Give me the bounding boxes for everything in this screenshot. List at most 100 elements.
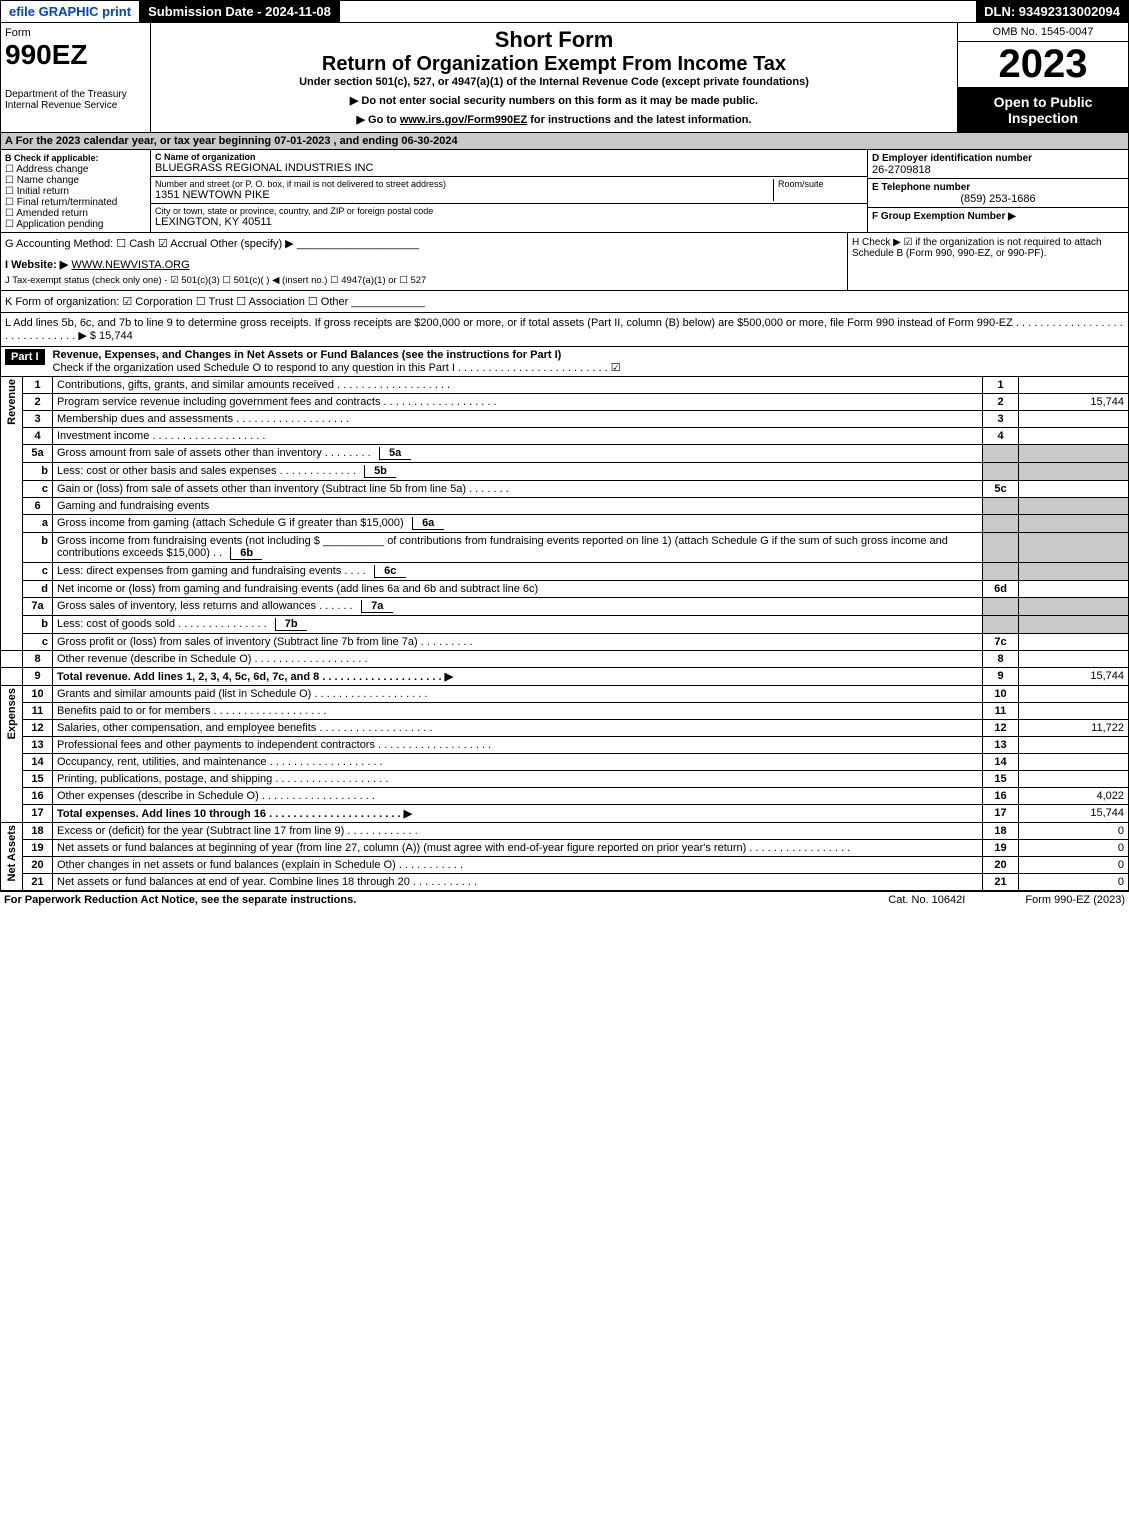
line-13-desc: Professional fees and other payments to … [57, 739, 491, 751]
part-i-title: Revenue, Expenses, and Changes in Net As… [53, 349, 562, 361]
line-20-amt: 0 [1019, 857, 1129, 874]
b-label: B Check if applicable: [5, 153, 99, 163]
line-6a-num: a [23, 515, 53, 533]
instr-goto-post: for instructions and the latest informat… [527, 114, 751, 126]
efile-link[interactable]: efile GRAPHIC print [1, 1, 140, 22]
line-12-amt: 11,722 [1019, 720, 1129, 737]
line-6d-desc: Net income or (loss) from gaming and fun… [57, 583, 538, 595]
line-6-desc: Gaming and fundraising events [57, 500, 209, 512]
line-14-desc: Occupancy, rent, utilities, and maintena… [57, 756, 383, 768]
line-10-box: 10 [983, 686, 1019, 703]
line-6-num: 6 [23, 498, 53, 515]
line-5a-num: 5a [23, 445, 53, 463]
line-21-desc: Net assets or fund balances at end of ye… [57, 876, 410, 888]
i-label: I Website: ▶ [5, 259, 68, 271]
dln: DLN: 93492313002094 [976, 1, 1128, 22]
line-16-desc: Other expenses (describe in Schedule O) [57, 790, 375, 802]
line-17-desc: Total expenses. Add lines 10 through 16 … [57, 808, 412, 820]
line-5c-num: c [23, 481, 53, 498]
k-form-org: K Form of organization: ☑ Corporation ☐ … [5, 296, 425, 308]
line-15-desc: Printing, publications, postage, and shi… [57, 773, 388, 785]
line-5b-num: b [23, 463, 53, 481]
line-19-num: 19 [23, 840, 53, 857]
line-5c-amt [1019, 481, 1129, 498]
check-address-change[interactable]: ☐ Address change [5, 164, 146, 175]
line-7c-num: c [23, 634, 53, 651]
line-11-amt [1019, 703, 1129, 720]
e-label: E Telephone number [872, 182, 970, 193]
irs-link-text: www.irs.gov/Form990EZ [400, 114, 527, 126]
line-2-num: 2 [23, 394, 53, 411]
line-6c-num: c [23, 563, 53, 581]
line-5c-box: 5c [983, 481, 1019, 498]
line-19-amt: 0 [1019, 840, 1129, 857]
check-initial-return[interactable]: ☐ Initial return [5, 186, 146, 197]
line-14-box: 14 [983, 754, 1019, 771]
line-6c-ibox: 6c [374, 565, 406, 578]
line-7c-amt [1019, 634, 1129, 651]
telephone-value: (859) 253-1686 [872, 193, 1124, 205]
line-7c-desc: Gross profit or (loss) from sales of inv… [57, 636, 418, 648]
row-l: L Add lines 5b, 6c, and 7b to line 9 to … [0, 313, 1129, 347]
irs-link[interactable]: www.irs.gov/Form990EZ [400, 114, 527, 126]
line-16-box: 16 [983, 788, 1019, 805]
omb-number: OMB No. 1545-0047 [958, 23, 1128, 42]
instr-ssn: ▶ Do not enter social security numbers o… [155, 94, 953, 107]
subline: Under section 501(c), 527, or 4947(a)(1)… [155, 76, 953, 88]
website-value[interactable]: WWW.NEWVISTA.ORG [71, 259, 189, 271]
line-7b-desc: Less: cost of goods sold [57, 618, 175, 630]
line-9-box: 9 [983, 668, 1019, 686]
line-4-desc: Investment income [57, 430, 265, 442]
expenses-table: Expenses 10 Grants and similar amounts p… [0, 686, 1129, 823]
line-7a-ibox: 7a [361, 600, 393, 613]
line-16-amt: 4,022 [1019, 788, 1129, 805]
line-20-box: 20 [983, 857, 1019, 874]
line-1-box: 1 [983, 377, 1019, 394]
org-city: LEXINGTON, KY 40511 [155, 216, 863, 228]
line-10-amt [1019, 686, 1129, 703]
line-20-desc: Other changes in net assets or fund bala… [57, 859, 396, 871]
col-b-checks: B Check if applicable: ☐ Address change … [1, 150, 151, 232]
c-name-label: C Name of organization [155, 152, 863, 162]
line-13-amt [1019, 737, 1129, 754]
line-1-num: 1 [23, 377, 53, 394]
line-3-num: 3 [23, 411, 53, 428]
line-11-box: 11 [983, 703, 1019, 720]
line-15-num: 15 [23, 771, 53, 788]
line-5a-ibox: 5a [379, 447, 411, 460]
form-footer-label: Form 990-EZ (2023) [1025, 894, 1125, 906]
line-17-num: 17 [23, 805, 53, 823]
line-4-amt [1019, 428, 1129, 445]
line-15-box: 15 [983, 771, 1019, 788]
line-3-box: 3 [983, 411, 1019, 428]
line-3-desc: Membership dues and assessments [57, 413, 349, 425]
check-final-return[interactable]: ☐ Final return/terminated [5, 197, 146, 208]
revenue-table: Revenue 1 Contributions, gifts, grants, … [0, 377, 1129, 686]
check-name-change[interactable]: ☐ Name change [5, 175, 146, 186]
row-k: K Form of organization: ☑ Corporation ☐ … [0, 291, 1129, 313]
line-5a-desc: Gross amount from sale of assets other t… [57, 447, 322, 459]
line-9-amt: 15,744 [1019, 668, 1129, 686]
check-application-pending[interactable]: ☐ Application pending [5, 219, 146, 230]
line-1-amt [1019, 377, 1129, 394]
line-16-num: 16 [23, 788, 53, 805]
line-4-num: 4 [23, 428, 53, 445]
g-accounting-method: G Accounting Method: ☐ Cash ☑ Accrual Ot… [1, 233, 848, 290]
line-4-box: 4 [983, 428, 1019, 445]
line-12-box: 12 [983, 720, 1019, 737]
l-text: L Add lines 5b, 6c, and 7b to line 9 to … [5, 317, 1123, 342]
check-amended-return[interactable]: ☐ Amended return [5, 208, 146, 219]
tax-year: 2023 [958, 42, 1128, 88]
line-11-desc: Benefits paid to or for members [57, 705, 327, 717]
c-street-label: Number and street (or P. O. box, if mail… [155, 179, 773, 189]
short-form-title: Short Form [155, 27, 953, 53]
line-7b-ibox: 7b [275, 618, 307, 631]
page-footer: For Paperwork Reduction Act Notice, see … [0, 891, 1129, 908]
c-city-label: City or town, state or province, country… [155, 206, 863, 216]
line-6b-desc: Gross income from fundraising events (no… [57, 535, 948, 559]
instr-goto: ▶ Go to www.irs.gov/Form990EZ for instru… [155, 113, 953, 126]
line-10-desc: Grants and similar amounts paid (list in… [57, 688, 427, 700]
section-bcdef: B Check if applicable: ☐ Address change … [0, 150, 1129, 233]
topbar: efile GRAPHIC print Submission Date - 20… [0, 0, 1129, 23]
j-tax-exempt: J Tax-exempt status (check only one) - ☑… [5, 275, 426, 286]
